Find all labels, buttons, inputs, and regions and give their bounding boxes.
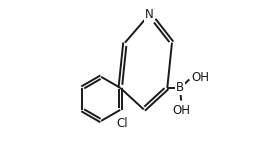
Text: OH: OH	[172, 104, 190, 117]
Text: OH: OH	[191, 71, 209, 84]
Text: N: N	[145, 8, 154, 21]
Text: Cl: Cl	[116, 117, 128, 130]
Text: B: B	[176, 81, 184, 94]
